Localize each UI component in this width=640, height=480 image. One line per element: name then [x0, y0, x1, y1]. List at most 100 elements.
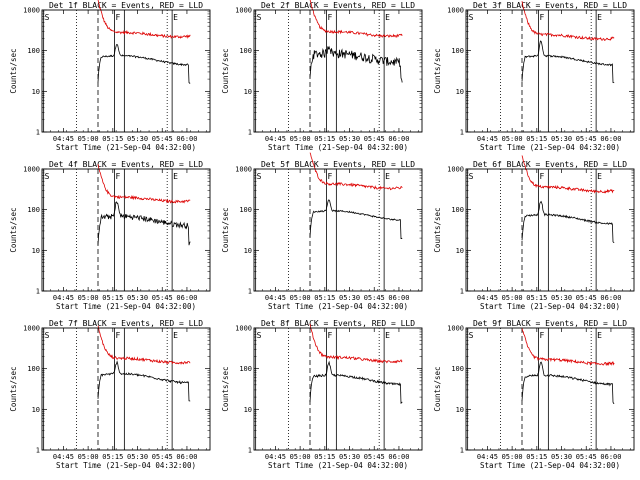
panel-title: Det 4f BLACK = Events, RED = LLD — [49, 160, 203, 169]
x-tick-label: 04:45 — [53, 135, 74, 143]
x-tick-label: 06:00 — [600, 294, 621, 302]
y-tick-label: 10 — [32, 406, 40, 414]
x-tick-label: 05:45 — [364, 453, 385, 461]
x-tick-label: 05:00 — [502, 294, 523, 302]
marker-label-s: S — [469, 331, 474, 340]
x-tick-label: 05:45 — [152, 453, 173, 461]
x-tick-label: 04:45 — [265, 135, 286, 143]
plot-frame — [41, 9, 211, 133]
y-axis-label: Counts/sec — [221, 48, 230, 93]
y-tick-label: 1000 — [235, 325, 252, 333]
y-tick-label: 1000 — [447, 166, 464, 174]
y-tick-label: 10 — [244, 247, 252, 255]
y-tick-label: 1 — [460, 288, 464, 296]
x-tick-label: 04:45 — [477, 453, 498, 461]
x-tick-label: 05:15 — [314, 453, 335, 461]
series-lld — [521, 155, 615, 194]
y-tick-label: 100 — [27, 365, 40, 373]
y-tick-label: 10 — [456, 247, 464, 255]
x-tick-label: 05:00 — [290, 135, 311, 143]
x-tick-label: 05:30 — [339, 453, 360, 461]
x-tick-label: 05:15 — [102, 453, 123, 461]
x-tick-label: 05:15 — [526, 294, 547, 302]
y-tick-label: 10 — [456, 406, 464, 414]
x-axis-label: Start Time (21-Sep-04 04:32:00) — [268, 461, 408, 470]
y-axis-label: Counts/sec — [221, 366, 230, 411]
y-tick-label: 1000 — [23, 7, 40, 15]
series-events — [309, 199, 403, 240]
y-tick-label: 100 — [451, 47, 464, 55]
marker-label-s: S — [257, 331, 262, 340]
marker-label-f: F — [115, 172, 120, 181]
panel-det-2: Det 2f BLACK = Events, RED = LLD 04:45 05:… — [221, 0, 423, 152]
x-axis-label: Start Time (21-Sep-04 04:32:00) — [480, 143, 620, 152]
series-lld — [97, 325, 191, 365]
series-events — [97, 201, 191, 246]
x-tick-label: 05:15 — [102, 135, 123, 143]
x-axis-label: Start Time (21-Sep-04 04:32:00) — [268, 302, 408, 311]
x-tick-label: 05:45 — [152, 294, 173, 302]
y-tick-label: 100 — [451, 206, 464, 214]
y-tick-label: 1 — [36, 288, 40, 296]
y-tick-label: 100 — [239, 365, 252, 373]
y-tick-label: 1 — [248, 288, 252, 296]
y-tick-label: 10 — [244, 406, 252, 414]
plot-frame — [41, 168, 211, 292]
series-events — [97, 360, 191, 402]
y-tick-label: 100 — [27, 206, 40, 214]
marker-label-s: S — [257, 13, 262, 22]
plot-frame — [253, 168, 423, 292]
series-lld — [521, 327, 615, 367]
panel-title: Det 2f BLACK = Events, RED = LLD — [261, 1, 415, 10]
y-tick-label: 1000 — [23, 325, 40, 333]
marker-label-e: E — [173, 172, 178, 181]
x-tick-label: 06:00 — [600, 453, 621, 461]
series-events — [309, 360, 403, 404]
plot-frame — [41, 327, 211, 451]
panel-title: Det 5f BLACK = Events, RED = LLD — [261, 160, 415, 169]
marker-label-e: E — [597, 331, 602, 340]
panel-det-7: Det 7f BLACK = Events, RED = LLD 04:45 05:… — [9, 319, 211, 470]
y-tick-label: 1000 — [447, 325, 464, 333]
plot-frame — [465, 9, 635, 133]
series-events — [521, 200, 615, 244]
series-events — [97, 44, 191, 84]
y-tick-label: 1 — [36, 129, 40, 137]
x-tick-label: 06:00 — [176, 294, 197, 302]
y-tick-label: 100 — [451, 365, 464, 373]
series-lld — [97, 0, 191, 39]
x-tick-label: 04:45 — [477, 294, 498, 302]
x-axis-label: Start Time (21-Sep-04 04:32:00) — [56, 143, 196, 152]
x-tick-label: 05:45 — [576, 294, 597, 302]
y-axis-label: Counts/sec — [221, 207, 230, 252]
plot-frame — [253, 9, 423, 133]
x-axis-label: Start Time (21-Sep-04 04:32:00) — [56, 302, 196, 311]
marker-label-f: F — [327, 172, 332, 181]
marker-label-s: S — [469, 13, 474, 22]
x-tick-label: 05:45 — [152, 135, 173, 143]
y-tick-label: 10 — [244, 88, 252, 96]
x-tick-label: 05:00 — [78, 135, 99, 143]
y-tick-label: 1 — [248, 447, 252, 455]
y-tick-label: 1000 — [235, 166, 252, 174]
y-tick-label: 10 — [456, 88, 464, 96]
marker-label-e: E — [173, 13, 178, 22]
y-tick-label: 1 — [460, 129, 464, 137]
plot-frame — [253, 327, 423, 451]
x-tick-label: 04:45 — [265, 294, 286, 302]
x-tick-label: 04:45 — [265, 453, 286, 461]
x-axis-label: Start Time (21-Sep-04 04:32:00) — [56, 461, 196, 470]
series-lld — [97, 164, 191, 204]
x-tick-label: 05:15 — [526, 453, 547, 461]
y-axis-label: Counts/sec — [9, 366, 18, 411]
x-tick-label: 06:00 — [388, 294, 409, 302]
series-lld — [309, 0, 403, 39]
marker-label-s: S — [45, 172, 50, 181]
marker-label-e: E — [597, 13, 602, 22]
marker-label-f: F — [539, 331, 544, 340]
series-lld — [521, 1, 615, 41]
x-tick-label: 06:00 — [600, 135, 621, 143]
marker-label-e: E — [385, 172, 390, 181]
y-tick-label: 10 — [32, 247, 40, 255]
marker-label-s: S — [257, 172, 262, 181]
